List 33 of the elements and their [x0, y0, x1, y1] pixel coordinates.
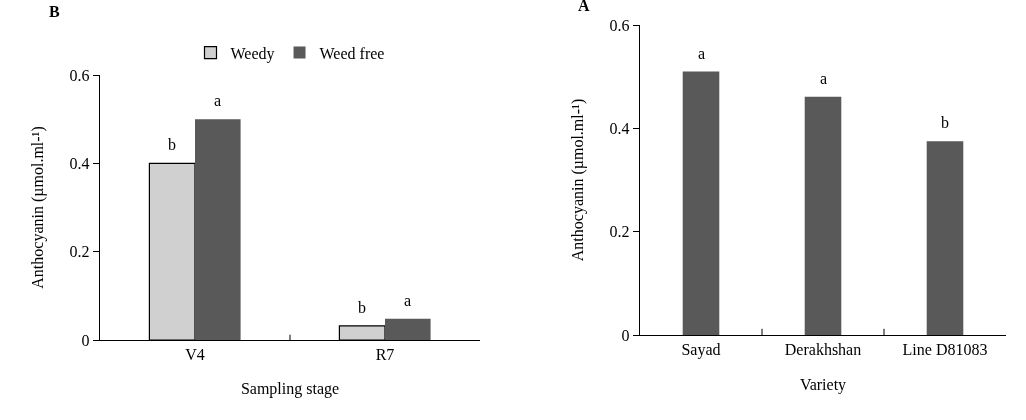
- bar: [195, 119, 241, 340]
- legend-label: Weed free: [319, 44, 385, 62]
- y-axis-title: Anthocyanin (µmol.ml-¹): [568, 98, 587, 262]
- y-tick-label: 0: [621, 326, 630, 344]
- annotation: a: [698, 45, 706, 62]
- annotation: a: [820, 70, 828, 87]
- y-tick-label: 0.2: [69, 243, 90, 261]
- x-tick-label: V4: [185, 346, 205, 364]
- y-tick-label: 0.2: [609, 223, 630, 241]
- x-tick-label: Derakhshan: [784, 341, 862, 359]
- y-tick-label: 0.6: [69, 66, 90, 84]
- bar: [926, 141, 964, 335]
- annotation: b: [168, 136, 176, 153]
- bar: [385, 318, 431, 340]
- y-tick-label: 0.4: [609, 119, 630, 137]
- annotation: b: [941, 114, 949, 131]
- x-axis-title: Sampling stage: [240, 380, 340, 398]
- x-tick-label: R7: [375, 346, 395, 364]
- chart-title: A: [578, 0, 590, 14]
- x-tick-label: Line D81083: [902, 341, 988, 359]
- annotation: a: [214, 92, 222, 109]
- annotation: b: [358, 299, 366, 316]
- bar: [804, 96, 842, 335]
- x-tick-label: Sayad: [681, 341, 721, 360]
- y-tick-label: 0.6: [609, 16, 630, 34]
- y-axis-title: Anthocyanin (µmol.ml-¹): [28, 126, 47, 289]
- x-axis-title: Variety: [799, 376, 847, 394]
- bar: [682, 71, 720, 335]
- y-tick-label: 0: [81, 331, 90, 349]
- chart-title: B: [49, 3, 60, 20]
- legend-label: Weedy: [230, 44, 275, 63]
- annotation: a: [404, 292, 412, 309]
- y-tick-label: 0.4: [69, 154, 90, 172]
